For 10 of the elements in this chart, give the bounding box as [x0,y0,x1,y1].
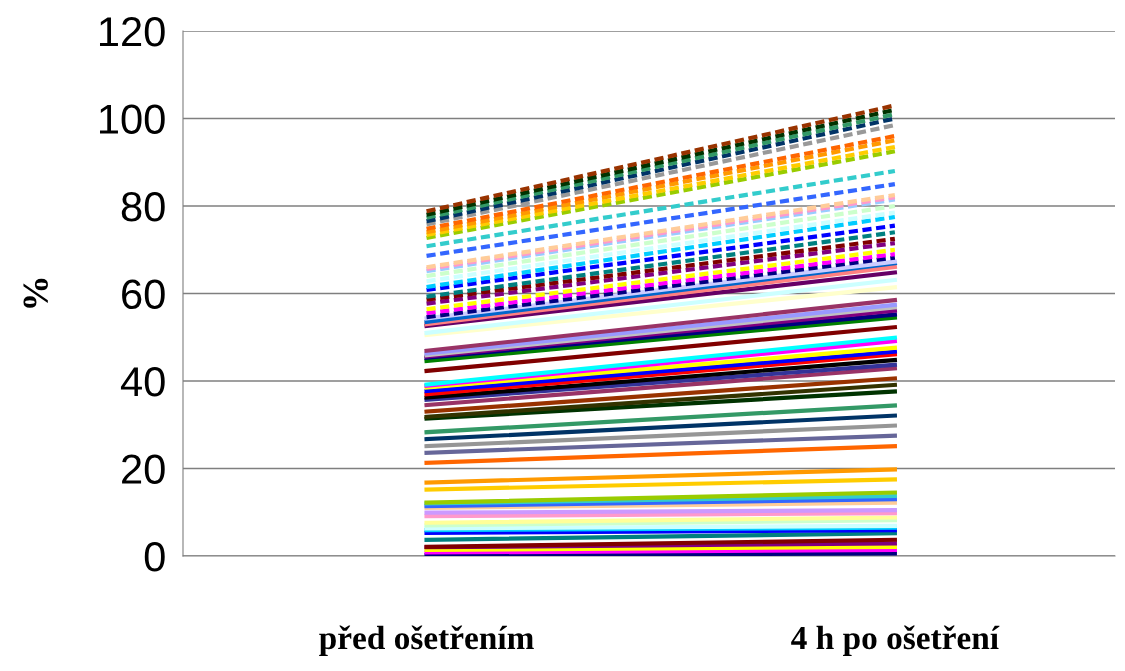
y-tick-label: 100 [100,104,165,135]
x-tick-label: před ošetřením [319,625,534,657]
x-tick-label: 4 h po ošetření [791,625,1000,657]
y-tick-label: 0 [144,542,165,572]
y-tick-label: 80 [121,192,165,222]
y-tick-label: 60 [122,279,165,310]
y-tick-label: 20 [122,454,165,485]
y-axis-title: % [23,278,48,308]
y-tick-label: 40 [120,367,165,397]
y-tick-label: 120 [100,17,165,47]
